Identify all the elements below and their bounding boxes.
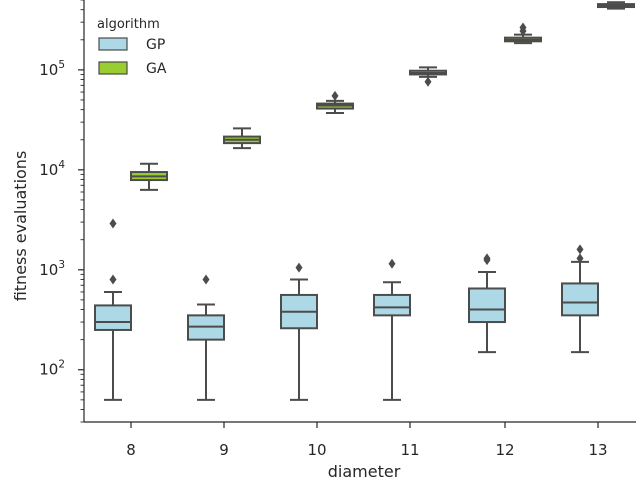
x-tick-label: 8 [126,441,136,459]
y-tick-label: 104 [39,159,65,179]
y-axis: 102 103 104 105 [39,0,85,423]
gp-outlier [483,253,491,264]
ga-box-group [597,1,635,10]
gp-box [373,293,411,317]
y-axis-title: fitness evaluations [11,151,30,302]
gp-box-group [187,274,225,401]
gp-box [561,282,599,317]
gp-outlier [109,218,117,229]
legend-label-ga: GA [146,61,167,77]
ga-box-group [504,22,542,45]
gp-outlier [295,262,303,273]
ga-box-group [223,127,261,150]
gp-box-group [468,253,506,354]
ga-box-group [130,162,168,191]
legend-swatch-ga [98,61,128,75]
legend-label-gp: GP [146,37,165,53]
gp-outlier [202,274,210,285]
x-tick-label: 13 [588,441,607,459]
gp-outlier [109,274,117,285]
x-tick-label: 11 [400,441,419,459]
x-tick-label: 10 [307,441,326,459]
gp-box-group [94,218,132,401]
ga-box-group [409,66,447,87]
plot-area [94,1,635,401]
legend-title: algorithm [97,17,160,32]
ga-outlier [424,76,432,87]
legend: algorithm GP GA [97,17,167,77]
ga-outlier [331,90,339,101]
ga-outlier [519,22,527,33]
x-tick-label: 12 [495,441,514,459]
gp-box [468,287,506,324]
gp-outlier [576,253,584,264]
gp-outlier [576,244,584,255]
x-axis-title: diameter [328,462,401,480]
y-tick-label: 103 [39,259,65,279]
x-tick-label: 9 [219,441,229,459]
gp-box-group [373,258,411,401]
gp-box-group [280,262,318,401]
legend-swatch-gp [98,37,128,51]
ga-box-group [316,90,354,115]
gp-outlier [388,258,396,269]
y-tick-label: 105 [39,59,65,79]
gp-box-group [561,244,599,354]
y-tick-label: 102 [39,359,65,379]
x-axis: 8 9 10 11 12 13 [84,421,636,459]
gp-box [94,304,132,331]
